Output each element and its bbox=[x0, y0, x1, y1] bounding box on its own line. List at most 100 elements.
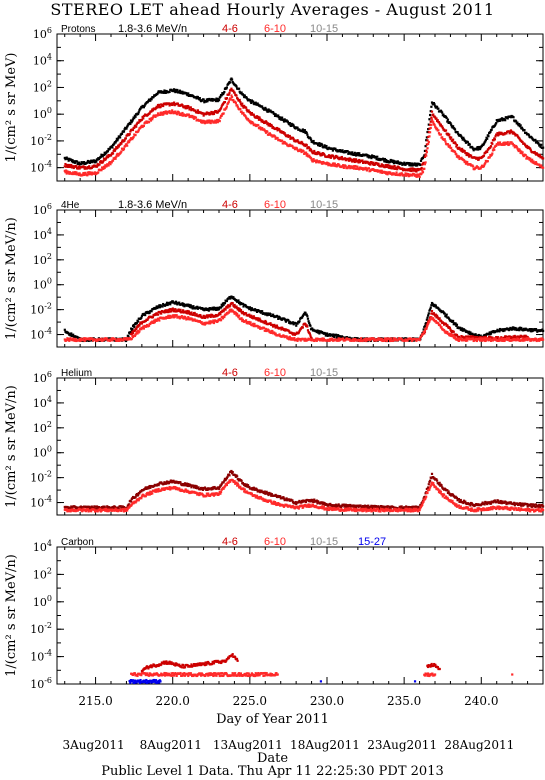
data-point bbox=[258, 317, 261, 320]
data-point bbox=[382, 158, 385, 161]
data-point bbox=[128, 133, 131, 136]
data-point bbox=[226, 475, 229, 478]
data-point bbox=[450, 146, 453, 150]
data-point bbox=[156, 106, 159, 109]
data-point bbox=[289, 137, 292, 140]
data-point bbox=[476, 146, 479, 149]
data-point bbox=[119, 151, 122, 154]
data-point bbox=[293, 146, 296, 149]
data-point bbox=[264, 492, 268, 495]
data-point bbox=[380, 165, 383, 168]
data-point bbox=[317, 144, 320, 147]
data-point bbox=[264, 327, 268, 331]
data-point bbox=[425, 321, 428, 325]
data-point bbox=[172, 103, 175, 106]
data-point bbox=[353, 153, 356, 156]
data-point bbox=[230, 96, 234, 99]
data-point bbox=[130, 500, 133, 503]
data-point bbox=[304, 338, 307, 341]
data-point bbox=[296, 322, 299, 325]
data-point bbox=[301, 129, 304, 132]
data-point bbox=[301, 316, 304, 319]
data-point bbox=[165, 310, 169, 313]
data-point bbox=[425, 154, 428, 157]
y-tick-exponent: 0 bbox=[47, 445, 52, 454]
y-tick-exponent: 4 bbox=[47, 53, 52, 62]
data-point bbox=[255, 310, 259, 313]
data-point bbox=[264, 321, 268, 324]
data-point bbox=[318, 338, 321, 341]
data-point bbox=[170, 301, 173, 304]
data-point bbox=[158, 113, 162, 116]
data-point bbox=[306, 338, 309, 342]
data-point bbox=[178, 301, 181, 304]
data-point bbox=[444, 330, 448, 333]
data-point bbox=[450, 331, 453, 334]
data-point bbox=[104, 164, 107, 167]
data-point bbox=[195, 306, 198, 310]
data-point bbox=[425, 151, 428, 154]
data-point bbox=[128, 122, 131, 126]
data-point bbox=[421, 171, 425, 174]
data-point bbox=[523, 334, 526, 337]
data-point bbox=[236, 97, 239, 101]
data-point bbox=[277, 114, 280, 117]
data-point bbox=[261, 127, 264, 130]
data-point bbox=[410, 162, 414, 165]
data-point bbox=[243, 95, 246, 99]
data-point bbox=[376, 338, 379, 342]
data-point bbox=[429, 110, 432, 113]
data-point bbox=[466, 339, 469, 342]
data-point bbox=[231, 471, 234, 474]
data-point bbox=[152, 321, 155, 325]
data-point bbox=[178, 89, 181, 92]
data-point bbox=[68, 333, 72, 336]
data-point bbox=[386, 173, 389, 176]
data-point bbox=[298, 149, 301, 152]
data-point bbox=[160, 111, 163, 114]
data-point bbox=[354, 154, 358, 157]
data-point bbox=[116, 339, 119, 342]
data-point bbox=[416, 167, 419, 171]
data-point bbox=[306, 325, 309, 328]
species-label: Helium bbox=[61, 368, 92, 379]
data-point bbox=[361, 167, 364, 170]
data-point bbox=[367, 167, 370, 170]
data-point bbox=[64, 162, 67, 166]
data-point bbox=[215, 308, 218, 311]
data-point bbox=[404, 172, 407, 175]
data-point bbox=[450, 123, 453, 126]
data-point bbox=[194, 314, 198, 317]
data-point bbox=[119, 143, 122, 146]
data-point bbox=[299, 339, 302, 342]
data-point bbox=[315, 499, 318, 502]
data-point bbox=[515, 327, 518, 330]
data-point bbox=[182, 309, 185, 312]
data-point bbox=[453, 150, 457, 153]
data-point bbox=[79, 339, 82, 342]
data-point bbox=[156, 313, 160, 316]
data-point bbox=[249, 307, 252, 310]
data-point bbox=[66, 170, 69, 173]
data-point bbox=[205, 100, 208, 103]
data-point bbox=[257, 319, 261, 322]
data-point bbox=[117, 137, 120, 140]
data-point bbox=[508, 327, 511, 331]
data-point bbox=[285, 142, 288, 145]
data-point bbox=[520, 326, 523, 330]
data-point bbox=[223, 479, 226, 482]
data-point bbox=[347, 157, 350, 161]
y-tick-label: 104 bbox=[33, 53, 52, 68]
data-point bbox=[194, 109, 197, 112]
data-point bbox=[251, 487, 254, 490]
data-point bbox=[326, 162, 329, 165]
data-point bbox=[299, 142, 302, 145]
data-point bbox=[263, 326, 266, 330]
data-point bbox=[448, 332, 451, 335]
y-tick-label: 10-2 bbox=[30, 302, 52, 317]
data-point bbox=[214, 121, 217, 124]
data-point bbox=[450, 329, 453, 332]
data-point bbox=[380, 337, 383, 341]
data-point bbox=[221, 317, 225, 320]
